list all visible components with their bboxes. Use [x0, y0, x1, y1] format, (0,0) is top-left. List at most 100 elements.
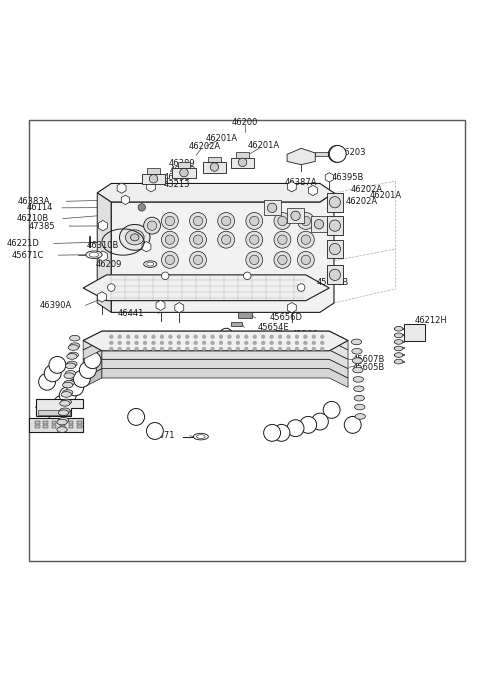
Text: 46389: 46389: [168, 159, 195, 168]
Bar: [77, 425, 82, 428]
Ellipse shape: [65, 363, 76, 368]
Ellipse shape: [68, 352, 79, 358]
Circle shape: [144, 217, 160, 234]
Circle shape: [190, 212, 206, 229]
Ellipse shape: [68, 345, 79, 350]
Circle shape: [126, 341, 130, 345]
Ellipse shape: [197, 434, 205, 439]
Circle shape: [118, 347, 121, 351]
Circle shape: [287, 341, 290, 345]
Circle shape: [250, 235, 259, 244]
Circle shape: [128, 409, 144, 426]
Circle shape: [218, 212, 235, 229]
Circle shape: [219, 328, 233, 341]
Ellipse shape: [351, 339, 361, 345]
Text: 45654E: 45654E: [258, 323, 289, 332]
Text: 46212H: 46212H: [415, 316, 447, 325]
Ellipse shape: [62, 390, 73, 396]
Circle shape: [312, 347, 316, 351]
Circle shape: [146, 422, 163, 439]
Circle shape: [291, 211, 300, 221]
Circle shape: [185, 347, 189, 351]
Circle shape: [143, 341, 147, 345]
Text: 45656D: 45656D: [270, 313, 303, 323]
Polygon shape: [156, 300, 165, 311]
Circle shape: [161, 232, 179, 248]
Circle shape: [118, 335, 121, 338]
Circle shape: [79, 362, 96, 379]
Ellipse shape: [64, 373, 74, 379]
Bar: [239, 312, 252, 317]
Polygon shape: [327, 217, 343, 235]
Ellipse shape: [62, 382, 73, 388]
Circle shape: [149, 174, 158, 183]
Circle shape: [210, 163, 219, 171]
Polygon shape: [327, 193, 343, 212]
Polygon shape: [83, 331, 348, 351]
Text: 46209: 46209: [96, 259, 122, 268]
Circle shape: [202, 341, 206, 345]
Circle shape: [221, 217, 231, 225]
Text: 45607B: 45607B: [353, 355, 385, 364]
Ellipse shape: [355, 413, 365, 419]
Circle shape: [244, 347, 248, 351]
Circle shape: [135, 347, 139, 351]
Bar: [69, 421, 73, 424]
Bar: [404, 324, 425, 340]
Circle shape: [108, 284, 115, 291]
Circle shape: [185, 341, 189, 345]
Polygon shape: [83, 360, 102, 378]
Circle shape: [274, 232, 291, 248]
Circle shape: [193, 217, 203, 225]
Text: a: a: [54, 409, 59, 417]
Polygon shape: [83, 340, 102, 360]
Circle shape: [312, 341, 316, 345]
Ellipse shape: [67, 353, 77, 360]
Ellipse shape: [395, 333, 403, 338]
Circle shape: [180, 168, 188, 177]
Polygon shape: [288, 302, 296, 313]
Text: f: f: [51, 369, 54, 378]
Polygon shape: [83, 350, 102, 368]
Circle shape: [301, 217, 311, 225]
Polygon shape: [102, 340, 348, 360]
Text: 46202A: 46202A: [346, 197, 378, 206]
Circle shape: [236, 347, 240, 351]
Circle shape: [250, 255, 259, 264]
Circle shape: [211, 335, 215, 338]
Circle shape: [298, 251, 314, 268]
Circle shape: [270, 335, 274, 338]
Text: 46204A: 46204A: [35, 402, 67, 411]
Circle shape: [287, 347, 290, 351]
Polygon shape: [142, 174, 165, 185]
Text: i: i: [87, 366, 89, 375]
Circle shape: [84, 352, 101, 368]
Circle shape: [303, 347, 307, 351]
Ellipse shape: [355, 405, 365, 410]
Polygon shape: [231, 158, 254, 168]
Circle shape: [275, 330, 283, 338]
Text: s: s: [134, 413, 138, 422]
Text: l: l: [331, 405, 333, 414]
Circle shape: [246, 251, 263, 268]
Circle shape: [152, 347, 156, 351]
Ellipse shape: [125, 230, 144, 245]
Polygon shape: [147, 168, 159, 174]
Bar: [43, 421, 48, 424]
Text: 45671: 45671: [149, 431, 176, 440]
Ellipse shape: [352, 349, 362, 354]
Circle shape: [328, 146, 345, 162]
Circle shape: [118, 341, 121, 345]
Circle shape: [329, 220, 340, 232]
Circle shape: [143, 335, 147, 338]
Circle shape: [185, 335, 189, 338]
Circle shape: [312, 335, 316, 338]
Ellipse shape: [60, 400, 70, 406]
Polygon shape: [325, 173, 333, 182]
Circle shape: [219, 341, 223, 345]
Circle shape: [165, 217, 175, 225]
Polygon shape: [83, 368, 102, 387]
Polygon shape: [102, 360, 348, 378]
Circle shape: [300, 417, 317, 433]
Ellipse shape: [147, 262, 154, 266]
